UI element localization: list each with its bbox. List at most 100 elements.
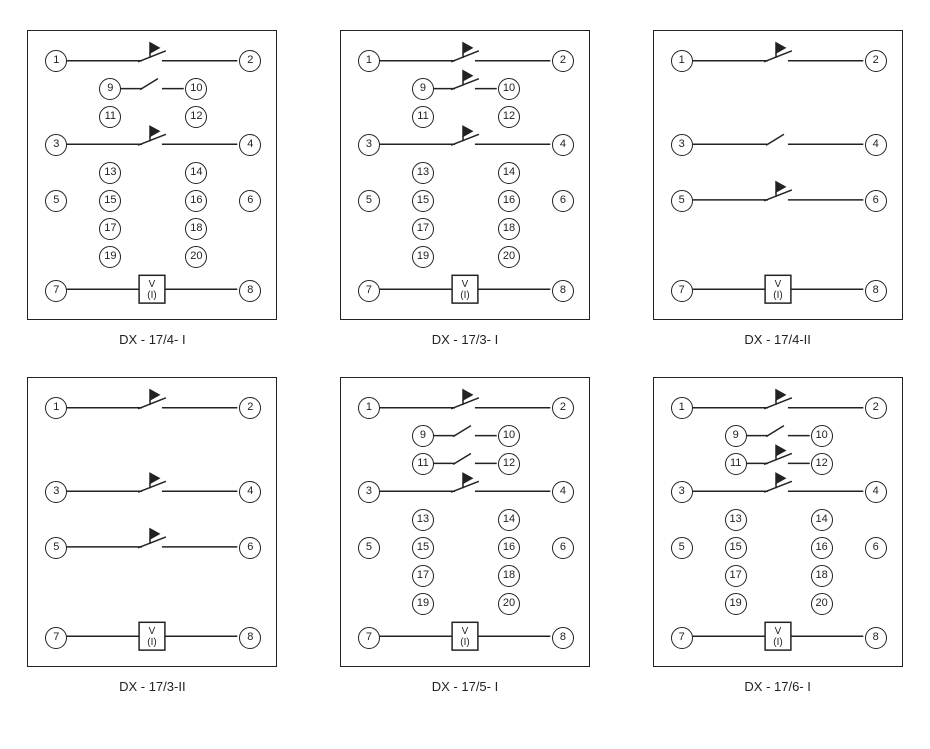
pin-3: 3 (45, 134, 67, 156)
svg-text:(I): (I) (773, 637, 782, 648)
pin-1: 1 (671, 50, 693, 72)
pin-3: 3 (671, 481, 693, 503)
pin-18: 18 (498, 218, 520, 240)
pin-2: 2 (552, 50, 574, 72)
pin-18: 18 (811, 565, 833, 587)
pin-3: 3 (358, 134, 380, 156)
pin-7: 7 (45, 627, 67, 649)
pin-2: 2 (239, 397, 261, 419)
diagram-grid: V(I)1291011123413145151661718192078DX - … (20, 30, 910, 694)
pin-14: 14 (185, 162, 207, 184)
pin-2: 2 (865, 50, 887, 72)
pin-18: 18 (498, 565, 520, 587)
pin-1: 1 (358, 397, 380, 419)
pin-16: 16 (185, 190, 207, 212)
panel-box: V(I)1291011123413145151661718192078 (340, 30, 590, 320)
svg-text:V: V (149, 626, 156, 637)
panel-p3: V(I)12345678DX - 17/4-II (645, 30, 910, 347)
pin-1: 1 (358, 50, 380, 72)
pin-20: 20 (811, 593, 833, 615)
pin-15: 15 (99, 190, 121, 212)
pin-11: 11 (99, 106, 121, 128)
panel-box: V(I)1291011123413145151661718192078 (653, 377, 903, 667)
pin-14: 14 (811, 509, 833, 531)
svg-text:(I): (I) (148, 637, 157, 648)
pin-13: 13 (412, 162, 434, 184)
pin-6: 6 (865, 537, 887, 559)
panel-box: V(I) 1 2 3 4 5 6 7 8 (27, 377, 277, 667)
panel-p4: V(I)12345678DX - 17/3-II (20, 377, 285, 694)
svg-text:V: V (774, 279, 781, 290)
pin-6: 6 (239, 190, 261, 212)
pin-1: 1 (45, 50, 67, 72)
pin-15: 15 (412, 190, 434, 212)
pin-3: 3 (358, 481, 380, 503)
pin-8: 8 (865, 280, 887, 302)
pin-11: 11 (412, 106, 434, 128)
pin-5: 5 (358, 537, 380, 559)
svg-text:(I): (I) (460, 637, 469, 648)
pin-4: 4 (865, 134, 887, 156)
pin-4: 4 (552, 481, 574, 503)
pin-1: 1 (671, 397, 693, 419)
pin-8: 8 (239, 627, 261, 649)
svg-text:V: V (774, 626, 781, 637)
panel-caption: DX - 17/4- I (119, 332, 185, 347)
pin-7: 7 (671, 280, 693, 302)
pin-2: 2 (865, 397, 887, 419)
pin-13: 13 (412, 509, 434, 531)
pin-5: 5 (671, 190, 693, 212)
pin-8: 8 (865, 627, 887, 649)
pin-5: 5 (358, 190, 380, 212)
panel-box: V(I)1291011123413145151661718192078 (340, 377, 590, 667)
pin-12: 12 (185, 106, 207, 128)
svg-text:(I): (I) (773, 290, 782, 301)
pin-12: 12 (498, 106, 520, 128)
pin-8: 8 (552, 627, 574, 649)
pin-9: 9 (412, 425, 434, 447)
pin-15: 15 (412, 537, 434, 559)
pin-1: 1 (45, 397, 67, 419)
panel-box: V(I)12345678 (653, 30, 903, 320)
pin-4: 4 (552, 134, 574, 156)
pin-14: 14 (498, 162, 520, 184)
panel-caption: DX - 17/5- I (432, 679, 498, 694)
svg-text:(I): (I) (460, 290, 469, 301)
pin-4: 4 (239, 481, 261, 503)
pin-20: 20 (185, 246, 207, 268)
pin-8: 8 (552, 280, 574, 302)
panel-caption: DX - 17/4-II (744, 332, 810, 347)
pin-19: 19 (412, 593, 434, 615)
svg-text:V: V (149, 279, 156, 290)
pin-6: 6 (239, 537, 261, 559)
pin-17: 17 (725, 565, 747, 587)
pin-11: 11 (412, 453, 434, 475)
pin-13: 13 (725, 509, 747, 531)
pin-9: 9 (725, 425, 747, 447)
pin-19: 19 (725, 593, 747, 615)
pin-12: 12 (498, 453, 520, 475)
pin-15: 15 (725, 537, 747, 559)
pin-3: 3 (45, 481, 67, 503)
pin-4: 4 (865, 481, 887, 503)
panel-caption: DX - 17/3- I (432, 332, 498, 347)
pin-20: 20 (498, 246, 520, 268)
panel-box: V(I)1291011123413145151661718192078 (27, 30, 277, 320)
pin-5: 5 (45, 537, 67, 559)
pin-16: 16 (498, 537, 520, 559)
pin-10: 10 (811, 425, 833, 447)
pin-16: 16 (498, 190, 520, 212)
pin-17: 17 (412, 218, 434, 240)
pin-6: 6 (865, 190, 887, 212)
pin-2: 2 (552, 397, 574, 419)
pin-13: 13 (99, 162, 121, 184)
pin-12: 12 (811, 453, 833, 475)
pin-17: 17 (412, 565, 434, 587)
pin-7: 7 (358, 280, 380, 302)
panel-p5: V(I)1291011123413145151661718192078DX - … (333, 377, 598, 694)
pin-9: 9 (99, 78, 121, 100)
pin-10: 10 (185, 78, 207, 100)
pin-8: 8 (239, 280, 261, 302)
pin-10: 10 (498, 425, 520, 447)
svg-text:(I): (I) (148, 290, 157, 301)
